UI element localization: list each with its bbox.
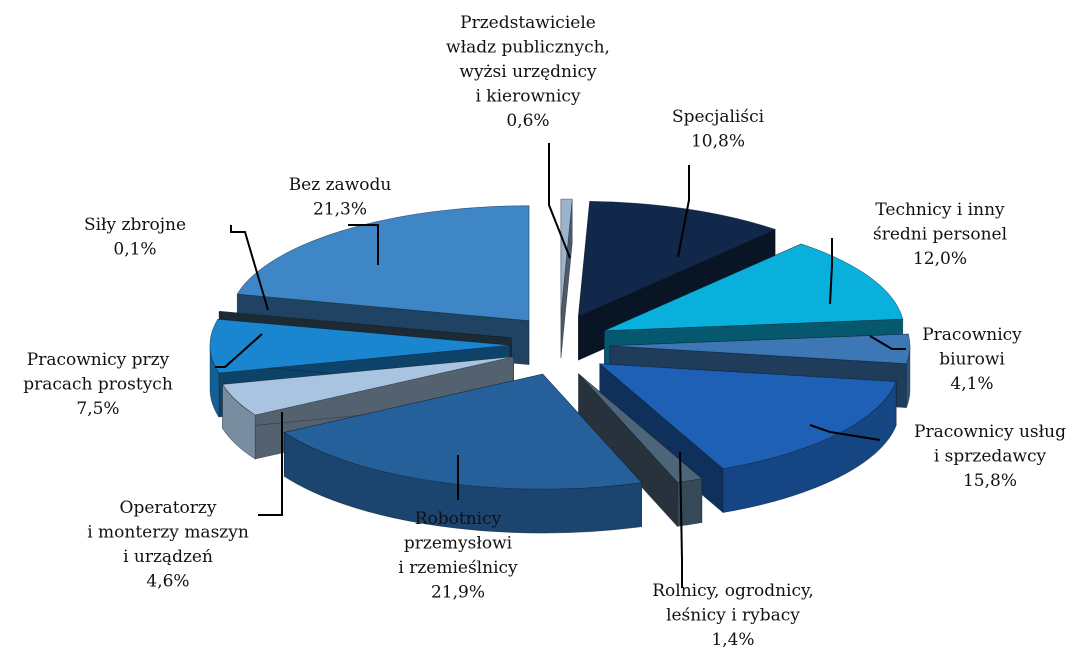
slice-name-przedstawiciele-line-1: władz publicznych, xyxy=(446,38,610,58)
slice-name-technicy-line-1: średni personel xyxy=(873,225,1007,245)
slice-label-robotnicy: Robotnicy przemysłowi i rzemieślnicy 21,9% xyxy=(398,509,518,603)
slice-value-zbrojne: 0,1% xyxy=(113,240,156,260)
slice-label-technicy: Technicy i inny średni personel 12,0% xyxy=(873,200,1007,269)
slice-name-proste-line-0: Pracownicy przy xyxy=(27,350,170,370)
leader-line-bez_zawodu xyxy=(348,224,379,265)
slice-label-bez_zawodu: Bez zawodu 21,3% xyxy=(289,175,392,220)
slice-name-technicy-line-0: Technicy i inny xyxy=(875,200,1005,220)
slice-name-proste-line-1: pracach prostych xyxy=(23,375,173,395)
slice-name-robotnicy-line-1: przemysłowi xyxy=(404,534,513,554)
leader-line-biurowi xyxy=(869,335,906,350)
slice-name-biurowi-line-1: biurowi xyxy=(939,350,1005,370)
slice-operatorzy-top xyxy=(222,356,514,416)
slice-value-rolnicy: 1,4% xyxy=(711,630,754,648)
slice-label-przedstawiciele: Przedstawiciele władz publicznych, wyżsi u… xyxy=(446,13,610,131)
slice-value-przedstawiciele: 0,6% xyxy=(506,111,549,131)
slice-specjalisci-top xyxy=(578,200,777,317)
slice-technicy-top xyxy=(604,243,904,332)
slice-label-zbrojne: Siły zbrojne 0,1% xyxy=(84,215,186,260)
slice-label-operatorzy: Operatorzy i monterzy maszyn i urządzeń 4,6… xyxy=(87,498,249,592)
slice-zbrojne-top xyxy=(218,310,512,339)
slice-name-operatorzy-line-1: i monterzy maszyn xyxy=(87,523,249,543)
leader-line-operatorzy xyxy=(258,412,283,516)
slice-label-specjalisci: Specjaliści 10,8% xyxy=(672,107,765,152)
slice-value-robotnicy: 21,9% xyxy=(431,583,485,603)
leader-line-proste-2 xyxy=(215,333,263,368)
slice-rolnicy xyxy=(578,373,703,528)
slice-name-bez_zawodu-line-0: Bez zawodu xyxy=(289,175,392,195)
leader-lines xyxy=(215,143,906,588)
slice-label-uslug: Pracownicy usług i sprzedawcy 15,8% xyxy=(914,422,1066,491)
slice-name-przedstawiciele-line-0: Przedstawiciele xyxy=(460,13,596,33)
slice-name-biurowi-line-0: Pracownicy xyxy=(922,325,1022,345)
leader-line-przedstawiciele xyxy=(548,143,571,259)
slice-name-robotnicy-line-2: i rzemieślnicy xyxy=(398,558,518,578)
slice-name-rolnicy-line-1: leśnicy i rybacy xyxy=(666,606,800,626)
slice-name-uslug-line-1: i sprzedawcy xyxy=(934,447,1047,467)
slice-value-bez_zawodu: 21,3% xyxy=(313,200,367,220)
slice-value-technicy: 12,0% xyxy=(913,249,967,269)
slice-robotnicy-top xyxy=(283,373,643,490)
slice-labels: Przedstawiciele władz publicznych, wyżsi u… xyxy=(23,13,1066,648)
slice-name-uslug-line-0: Pracownicy usług xyxy=(914,422,1066,442)
slice-name-zbrojne-line-0: Siły zbrojne xyxy=(84,215,186,235)
slice-name-operatorzy-line-2: i urządzeń xyxy=(123,547,213,567)
slice-value-operatorzy: 4,6% xyxy=(146,572,189,592)
slice-bez_zawodu-top xyxy=(236,205,530,322)
slice-value-biurowi: 4,1% xyxy=(950,374,993,394)
slice-biurowi-top xyxy=(609,333,911,364)
slice-name-specjalisci-line-0: Specjaliści xyxy=(672,107,765,127)
slice-value-uslug: 15,8% xyxy=(963,471,1017,491)
slice-rolnicy-top xyxy=(578,373,703,483)
slice-name-robotnicy-line-0: Robotnicy xyxy=(415,509,502,529)
leader-line-rolnicy xyxy=(679,451,683,588)
slice-value-specjalisci: 10,8% xyxy=(691,132,745,152)
slice-przedstawiciele-top xyxy=(560,198,573,315)
leader-line-technicy xyxy=(829,238,833,305)
slice-value-proste: 7,5% xyxy=(76,399,119,419)
slice-przedstawiciele xyxy=(560,198,573,359)
slice-robotnicy xyxy=(283,373,643,534)
slices-layer xyxy=(209,198,911,534)
slice-name-przedstawiciele-line-3: i kierownicy xyxy=(475,87,580,107)
slice-label-biurowi: Pracownicy biurowi 4,1% xyxy=(922,325,1022,394)
leader-line-specjalisci xyxy=(677,165,690,258)
slice-label-proste: Pracownicy przy pracach prostych 7,5% xyxy=(23,350,173,419)
leader-line-uslug xyxy=(809,424,881,441)
slice-proste-top xyxy=(209,318,511,374)
leader-line-zbrojne xyxy=(230,225,269,311)
slice-name-operatorzy-line-0: Operatorzy xyxy=(120,498,217,518)
slice-label-rolnicy: Rolnicy, ogrodnicy, leśnicy i rybacy 1,4% xyxy=(652,581,814,648)
slice-name-przedstawiciele-line-2: wyżsi urzędnicy xyxy=(459,62,597,82)
slice-name-rolnicy-line-0: Rolnicy, ogrodnicy, xyxy=(652,581,814,601)
